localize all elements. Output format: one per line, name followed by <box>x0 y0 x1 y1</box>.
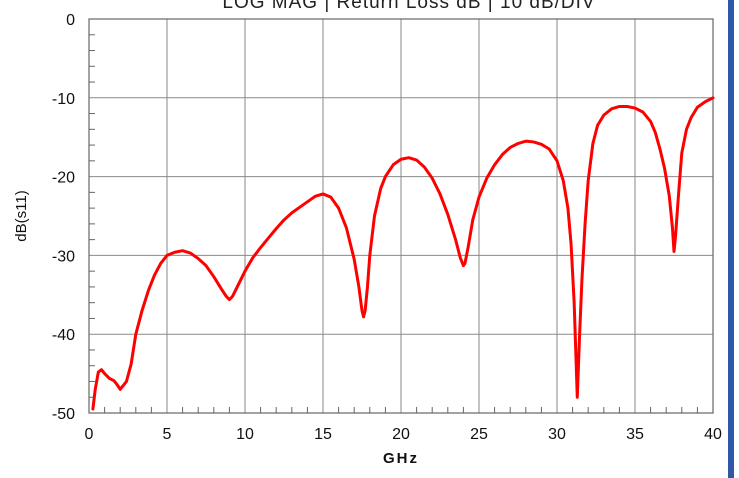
y-tick-label: 0 <box>66 12 75 29</box>
x-tick-label: 25 <box>470 426 488 443</box>
x-tick-label: 20 <box>392 426 410 443</box>
y-tick-label: -40 <box>52 327 75 344</box>
y-tick-label: -10 <box>52 91 75 108</box>
series-layer <box>91 96 715 411</box>
x-tick-label: 15 <box>314 426 332 443</box>
grid <box>88 18 714 414</box>
x-tick-label: 30 <box>548 426 566 443</box>
x-axis-title: GHz <box>383 450 419 467</box>
y-tick-labels: 0 -10 -20 -30 -40 -50 <box>52 12 75 423</box>
right-edge-bar <box>728 0 734 478</box>
minor-ticks <box>89 34 698 413</box>
x-tick-label: 5 <box>163 426 172 443</box>
plot-frame <box>88 18 714 414</box>
x-tick-label: 0 <box>85 426 94 443</box>
chart-title: LOG MAG | Return Loss dB | 10 dB/DIV <box>222 0 595 13</box>
y-tick-label: -20 <box>52 170 75 187</box>
x-tick-labels: 0 5 10 15 20 25 30 35 40 <box>85 426 722 443</box>
y-axis-title: dB(s11) <box>13 190 30 241</box>
series-line-s11 <box>91 96 715 411</box>
x-tick-label: 40 <box>704 426 722 443</box>
y-tick-label: -50 <box>52 406 75 423</box>
x-tick-label: 35 <box>626 426 644 443</box>
x-tick-label: 10 <box>236 426 254 443</box>
y-tick-label: -30 <box>52 248 75 265</box>
